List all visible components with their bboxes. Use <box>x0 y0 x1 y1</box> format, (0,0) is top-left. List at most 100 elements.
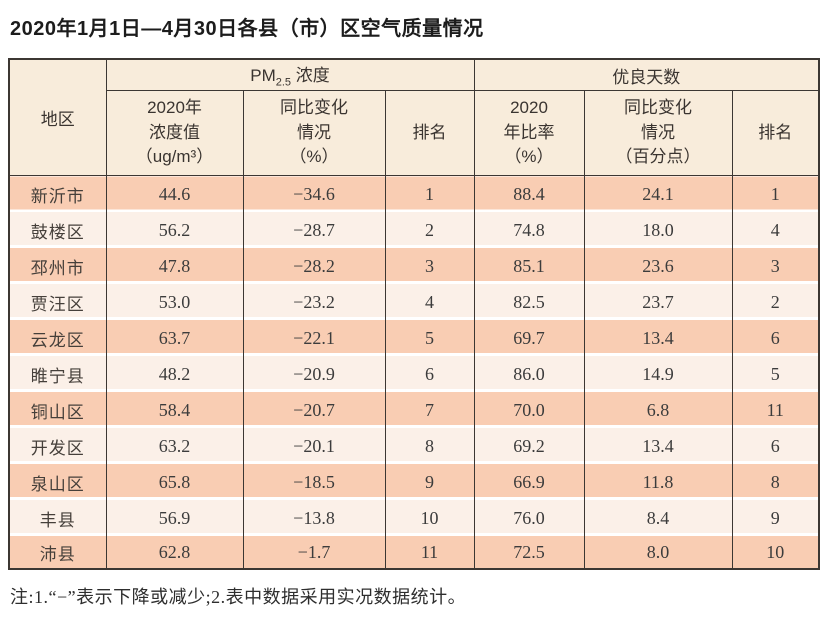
table-row: 贾汪区 53.0 −23.2 4 82.5 23.7 2 <box>8 284 820 320</box>
pm-rank-cell: 9 <box>384 464 475 500</box>
rate-cell: 88.4 <box>473 175 585 212</box>
pm-value-cell: 53.0 <box>105 284 244 320</box>
pm-value-cell: 47.8 <box>105 248 244 284</box>
pm-rank-cell: 4 <box>384 284 475 320</box>
table-row: 沛县 62.8 −1.7 11 72.5 8.0 10 <box>8 536 820 569</box>
rate-rank-cell: 5 <box>731 356 820 392</box>
header-pm-rank: 排名 <box>384 90 475 176</box>
rate-change-cell: 14.9 <box>583 356 733 392</box>
pm-value-cell: 63.7 <box>105 320 244 356</box>
pm-change-cell: −22.1 <box>242 320 386 356</box>
pm-change-cell: −28.2 <box>242 248 386 284</box>
rate-cell: 66.9 <box>473 464 585 500</box>
table-row: 睢宁县 48.2 −20.9 6 86.0 14.9 5 <box>8 356 820 392</box>
pm-change-cell: −20.9 <box>242 356 386 392</box>
pm-label-suffix: 浓度 <box>291 66 330 86</box>
table-row: 铜山区 58.4 −20.7 7 70.0 6.8 11 <box>8 392 820 428</box>
table-body: 新沂市 44.6 −34.6 1 88.4 24.1 1 鼓楼区 56.2 −2… <box>8 175 820 569</box>
pm-value-cell: 56.9 <box>105 500 244 536</box>
rate-change-cell: 18.0 <box>583 212 733 248</box>
region-cell: 邳州市 <box>8 248 107 284</box>
footnote: 注:1.“−”表示下降或减少;2.表中数据采用实况数据统计。 <box>10 587 467 607</box>
pm-rank-cell: 1 <box>384 175 475 212</box>
pm-change-cell: −20.7 <box>242 392 386 428</box>
rate-change-cell: 6.8 <box>583 392 733 428</box>
header-group-row: 地区 PM2.5 浓度 优良天数 <box>8 59 820 176</box>
header-rate-change: 同比变化 情况 （百分点） <box>583 90 733 176</box>
pm-value-cell: 48.2 <box>105 356 244 392</box>
rate-rank-cell: 3 <box>731 248 820 284</box>
rate-cell: 86.0 <box>473 356 585 392</box>
region-cell: 铜山区 <box>8 392 107 428</box>
pm-rank-cell: 6 <box>384 356 475 392</box>
table-row: 鼓楼区 56.2 −28.7 2 74.8 18.0 4 <box>8 212 820 248</box>
region-cell: 云龙区 <box>8 320 107 356</box>
pm-value-cell: 56.2 <box>105 212 244 248</box>
pm-value-cell: 62.8 <box>105 536 244 569</box>
rate-rank-cell: 1 <box>731 175 820 212</box>
pm-value-cell: 44.6 <box>105 175 244 212</box>
region-cell: 泉山区 <box>8 464 107 500</box>
page-title: 2020年1月1日—4月30日各县（市）区空气质量情况 <box>10 18 484 40</box>
rate-cell: 74.8 <box>473 212 585 248</box>
rate-cell: 69.7 <box>473 320 585 356</box>
region-cell: 睢宁县 <box>8 356 107 392</box>
rate-rank-cell: 11 <box>731 392 820 428</box>
table-row: 云龙区 63.7 −22.1 5 69.7 13.4 6 <box>8 320 820 356</box>
header-rate-rank: 排名 <box>731 90 820 176</box>
pm-rank-cell: 8 <box>384 428 475 464</box>
rate-change-cell: 11.8 <box>583 464 733 500</box>
header-sub-row: 2020年 浓度值 （ug/m³） 同比变化 情况 （%） 排名 2020 年比… <box>9 90 820 176</box>
region-cell: 新沂市 <box>8 175 107 212</box>
region-cell: 贾汪区 <box>8 284 107 320</box>
pm-value-cell: 63.2 <box>105 428 244 464</box>
pm-value-cell: 65.8 <box>105 464 244 500</box>
pm-change-cell: −20.1 <box>242 428 386 464</box>
rate-change-cell: 23.6 <box>583 248 733 284</box>
header-group-pm25: PM2.5 浓度 <box>105 59 475 91</box>
pm-change-cell: −18.5 <box>242 464 386 500</box>
region-cell: 沛县 <box>8 536 107 569</box>
pm-change-cell: −28.7 <box>242 212 386 248</box>
rate-change-cell: 24.1 <box>583 175 733 212</box>
rate-rank-cell: 6 <box>731 428 820 464</box>
region-cell: 开发区 <box>8 428 107 464</box>
pm-rank-cell: 5 <box>384 320 475 356</box>
rate-rank-cell: 2 <box>731 284 820 320</box>
rate-change-cell: 8.0 <box>583 536 733 569</box>
table-row: 泉山区 65.8 −18.5 9 66.9 11.8 8 <box>8 464 820 500</box>
rate-cell: 82.5 <box>473 284 585 320</box>
header-rate: 2020 年比率 （%） <box>473 90 585 176</box>
rate-rank-cell: 4 <box>731 212 820 248</box>
rate-rank-cell: 10 <box>731 536 820 569</box>
rate-rank-cell: 9 <box>731 500 820 536</box>
rate-cell: 70.0 <box>473 392 585 428</box>
pm-rank-cell: 11 <box>384 536 475 569</box>
rate-rank-cell: 6 <box>731 320 820 356</box>
pm-rank-cell: 2 <box>384 212 475 248</box>
pm-subscript: 2.5 <box>275 76 292 89</box>
table-header: 地区 PM2.5 浓度 优良天数 2020年 浓度值 （ug/m³） 同比变化 … <box>8 59 820 176</box>
table-row: 邳州市 47.8 −28.2 3 85.1 23.6 3 <box>8 248 820 284</box>
pm-value-cell: 58.4 <box>105 392 244 428</box>
pm-change-cell: −23.2 <box>242 284 386 320</box>
rate-change-cell: 13.4 <box>583 428 733 464</box>
rate-change-cell: 13.4 <box>583 320 733 356</box>
region-cell: 丰县 <box>8 500 107 536</box>
rate-change-cell: 23.7 <box>583 284 733 320</box>
pm-rank-cell: 3 <box>384 248 475 284</box>
air-quality-table: 地区 PM2.5 浓度 优良天数 2020年 浓度值 （ug/m³） 同比变化 … <box>8 58 821 570</box>
region-cell: 鼓楼区 <box>8 212 107 248</box>
header-group-good-days: 优良天数 <box>473 59 820 91</box>
rate-cell: 72.5 <box>473 536 585 569</box>
pm-rank-cell: 7 <box>384 392 475 428</box>
pm-change-cell: −13.8 <box>242 500 386 536</box>
rate-cell: 76.0 <box>473 500 585 536</box>
table-row: 开发区 63.2 −20.1 8 69.2 13.4 6 <box>8 428 820 464</box>
header-pm-value: 2020年 浓度值 （ug/m³） <box>105 90 244 176</box>
pm-label: PM <box>250 66 276 86</box>
header-region: 地区 <box>8 59 107 176</box>
rate-change-cell: 8.4 <box>583 500 733 536</box>
table-row: 新沂市 44.6 −34.6 1 88.4 24.1 1 <box>8 175 820 212</box>
